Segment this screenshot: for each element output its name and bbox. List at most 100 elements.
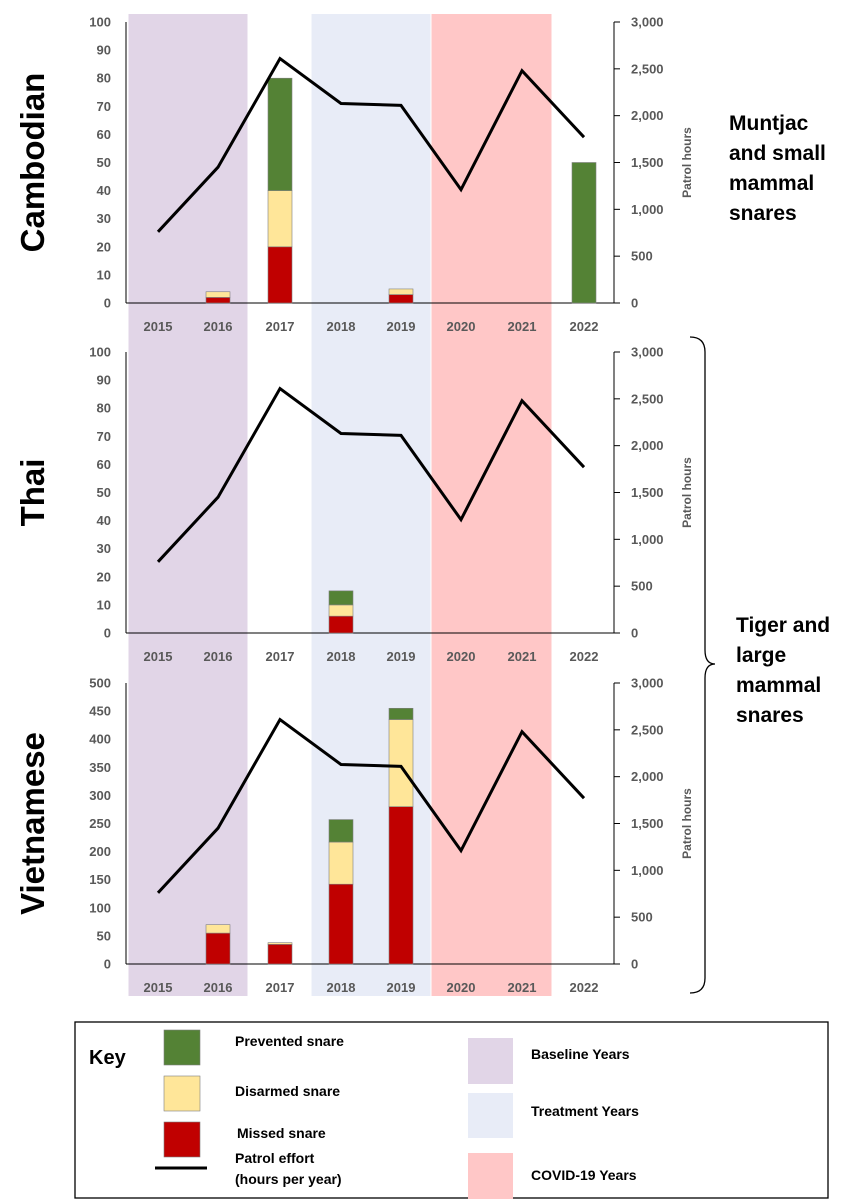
bar-disarmed-snare [388,288,414,295]
y-tick-label: 50 [97,928,111,943]
y2-tick-label: 1,000 [631,532,664,547]
y-tick-label: 50 [97,485,111,500]
key-swatch-prevented-snare [163,1029,201,1066]
y-tick-label: 0 [104,626,111,641]
y-tick-label: 40 [97,513,111,528]
y-tick-label: 60 [97,127,111,142]
key-label-covid-19-years: COVID-19 Years [531,1167,637,1183]
y-tick-label: 400 [89,732,111,747]
bar-missed-snare [205,932,231,965]
bar-disarmed-snare [267,942,293,945]
y-tick-label: 40 [97,183,111,198]
x-tick-label: 2021 [508,649,537,664]
y-tick-label: 70 [97,99,111,114]
y-tick-label: 0 [104,957,111,972]
y-tick-label: 450 [89,704,111,719]
x-tick-label: 2019 [387,649,416,664]
y-tick-label: 60 [97,457,111,472]
y2-tick-label: 2,500 [631,391,664,406]
panel-title: Vietnamese [14,732,51,915]
y2-tick-label: 3,000 [631,15,664,30]
panel-cambodian: 0 10 20 30 40 50 60 70 80 90 100 0 500 1,000 1,500 2,00… [14,15,826,335]
bar-prevented-snare [571,162,597,304]
baseline-yearsband [128,14,248,996]
x-tick-label: 2016 [204,980,233,995]
x-tick-label: 2019 [387,319,416,334]
x-tick-label: 2022 [570,649,599,664]
y2-tick-label: 2,500 [631,61,664,76]
y-tick-label: 200 [89,844,111,859]
x-tick-label: 2017 [266,980,295,995]
x-tick-label: 2020 [447,980,476,995]
bar-disarmed-snare [328,604,354,617]
bar-prevented-snare [328,819,354,843]
x-tick-label: 2015 [144,980,173,995]
y2-tick-label: 500 [631,910,653,925]
x-tick-label: 2017 [266,649,295,664]
bar-missed-snare [328,883,354,965]
side-note-line: and small [729,142,826,165]
key-label-treatment-years: Treatment Years [531,1103,639,1119]
y2-tick-label: 3,000 [631,676,664,691]
key-label-disarmed-snare: Disarmed snare [235,1083,340,1099]
y-tick-label: 100 [89,345,111,360]
bar-missed-snare [267,944,293,965]
bracket-note-line: mammal [736,674,821,697]
y-tick-label: 100 [89,900,111,915]
x-tick-label: 2017 [266,319,295,334]
y2-axis-title: Patrol hours [680,788,694,859]
key-label-prevented-snare: Prevented snare [235,1033,344,1049]
y-tick-label: 80 [97,71,111,86]
bar-missed-snare [328,615,354,634]
x-tick-label: 2020 [447,319,476,334]
y2-tick-label: 1,000 [631,863,664,878]
y-tick-label: 90 [97,373,111,388]
bar-prevented-snare [328,590,354,606]
patrol-effort-line [156,386,586,563]
side-note-line: snares [729,202,797,225]
bar-disarmed-snare [328,841,354,885]
panel-title: Thai [14,459,51,527]
key-label-missed-snare: Missed snare [237,1125,326,1141]
panel-title: Cambodian [14,73,51,253]
y2-tick-label: 1,500 [631,155,664,170]
side-note-line: mammal [729,172,814,195]
x-tick-label: 2015 [144,319,173,334]
panel-thai: 0 10 20 30 40 50 60 70 80 90 100 0 500 1,000 1,500 2,00… [14,345,694,665]
x-tick-label: 2016 [204,319,233,334]
key-swatch-treatment-years [468,1093,513,1138]
y-tick-label: 100 [89,15,111,30]
y-tick-label: 150 [89,872,111,887]
x-tick-label: 2021 [508,980,537,995]
y-tick-label: 20 [97,239,111,254]
x-tick-label: 2022 [570,319,599,334]
bar-missed-snare [388,294,414,304]
bracket-note-line: snares [736,704,804,727]
y-tick-label: 20 [97,569,111,584]
key-label-patrol-effort: Patrol effort [235,1150,315,1166]
y2-tick-label: 500 [631,249,653,264]
y2-tick-label: 1,500 [631,485,664,500]
bar-prevented-snare [267,77,293,191]
patrol-effort-line [156,717,586,894]
x-tick-label: 2018 [327,649,356,664]
side-note-line: Muntjac [729,112,809,135]
y-tick-label: 10 [97,597,111,612]
key-swatch-missed-snare [163,1121,201,1158]
key-swatch-covid-19-years [468,1153,513,1199]
key-legend: Key Prevented snare Disarmed snare Missed s… [74,1021,829,1199]
x-tick-label: 2015 [144,649,173,664]
bar-missed-snare [205,297,231,304]
key-swatch-disarmed-snare [163,1075,201,1112]
y2-tick-label: 0 [631,957,638,972]
brace-bracket [689,336,716,994]
y2-tick-label: 3,000 [631,345,664,360]
bar-missed-snare [388,806,414,965]
key-label-patrol-effort: (hours per year) [235,1171,342,1187]
y2-tick-label: 2,500 [631,722,664,737]
y-tick-label: 30 [97,211,111,226]
y2-axis-title: Patrol hours [680,127,694,198]
panel-vietnamese: 0 50 100 150 200 250 300 350 400 450 500 0 500 1,000 1… [14,676,694,996]
bracket-note-line: large [736,644,786,667]
bar-disarmed-snare [267,190,293,248]
